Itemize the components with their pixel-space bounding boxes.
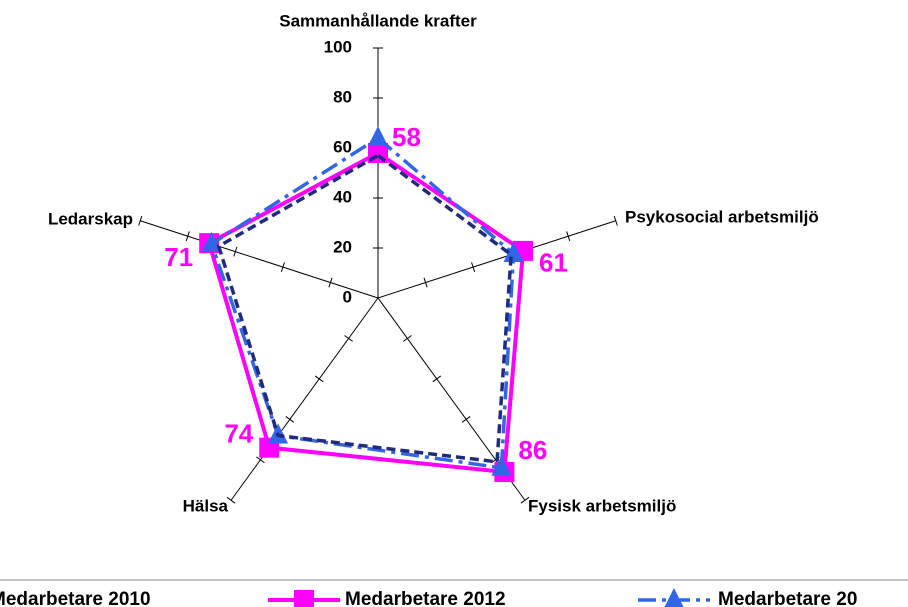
y-tick-label: 100	[324, 37, 352, 56]
tick-mark	[256, 456, 265, 464]
data-label: 71	[164, 242, 193, 272]
axis-line	[230, 297, 379, 501]
series-line	[206, 150, 526, 475]
marker	[491, 455, 512, 476]
legend-label: Medarbetare 20	[718, 589, 857, 607]
tick-mark	[226, 496, 236, 504]
series-line	[209, 135, 516, 470]
series-line	[216, 153, 513, 464]
marker	[294, 590, 314, 607]
data-label: 58	[392, 122, 421, 152]
tick-mark	[566, 231, 571, 242]
marker	[503, 241, 524, 262]
tick-mark	[344, 335, 353, 342]
y-tick-label: 0	[343, 287, 352, 306]
marker	[201, 231, 222, 252]
legend-item: Medarbetare 2012	[268, 589, 506, 607]
tick-mark	[138, 215, 143, 226]
data-label: 61	[539, 248, 568, 278]
axis-line	[377, 220, 616, 299]
tick-mark	[461, 416, 471, 423]
legend-item: Medarbetare 2010	[0, 589, 151, 607]
category-label: Sammanhållande krafter	[279, 11, 477, 30]
data-label: 74	[224, 419, 253, 449]
tick-mark	[471, 262, 476, 273]
tick-mark	[233, 246, 238, 257]
category-label: Ledarskap	[48, 209, 133, 228]
legend-label: Medarbetare 2012	[345, 589, 506, 607]
tick-mark	[314, 375, 324, 383]
legend-item: Medarbetare 20	[638, 588, 857, 607]
tick-mark	[613, 215, 618, 226]
y-tick-label: 40	[333, 187, 352, 206]
data-label: 86	[518, 435, 547, 465]
tick-mark	[185, 231, 190, 242]
tick-mark	[520, 496, 530, 504]
y-tick-label: 60	[333, 137, 352, 156]
category-label: Fysisk arbetsmiljö	[528, 496, 676, 515]
axis-line	[140, 220, 379, 299]
legend-label: Medarbetare 2010	[0, 589, 151, 607]
y-tick-label: 80	[333, 87, 352, 106]
tick-mark	[328, 277, 333, 288]
marker	[664, 588, 684, 607]
tick-mark	[423, 277, 428, 288]
category-label: Hälsa	[183, 496, 229, 515]
tick-mark	[280, 262, 285, 273]
tick-mark	[285, 416, 295, 423]
tick-mark	[403, 335, 412, 342]
y-tick-label: 20	[333, 237, 352, 256]
tick-mark	[432, 375, 442, 383]
marker	[368, 126, 388, 146]
category-label: Psykosocial arbetsmiljö	[625, 207, 819, 226]
